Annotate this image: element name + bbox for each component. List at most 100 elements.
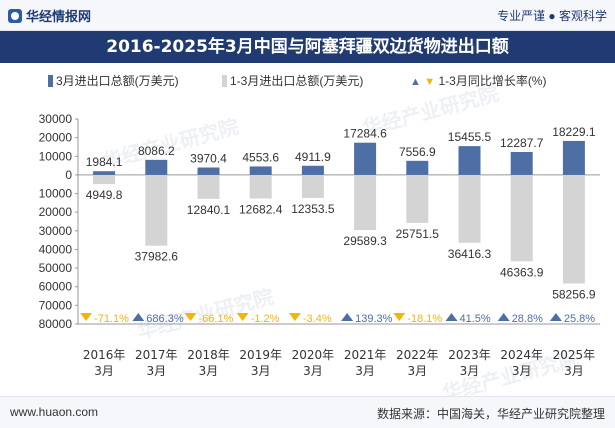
monthly-value-label: 18229.1 bbox=[552, 125, 596, 139]
growth-rate-label: -66.1% bbox=[199, 313, 234, 325]
legend-label-monthly: 3月进出口总额(万美元) bbox=[56, 74, 179, 88]
legend-swatch-cumulative bbox=[222, 75, 227, 87]
growth-up-marker bbox=[497, 313, 510, 321]
y-tick-label: 30000 bbox=[39, 112, 73, 126]
x-tick-label-line: 3月 bbox=[407, 364, 427, 378]
growth-down-marker bbox=[80, 313, 93, 321]
x-tick-label-line: 3月 bbox=[94, 364, 114, 378]
x-tick-label-line: 2017年 bbox=[135, 348, 178, 362]
y-tick-label: 40000 bbox=[39, 242, 73, 256]
growth-up-marker bbox=[445, 313, 458, 321]
cumulative-bar bbox=[510, 174, 533, 262]
growth-up-marker bbox=[549, 313, 562, 321]
x-tick-label: 2019年 3月 bbox=[239, 348, 282, 378]
monthly-value-label: 4911.9 bbox=[295, 150, 331, 164]
data-source: 数据来源：中国海关，华经产业研究院整理 bbox=[376, 407, 605, 421]
axis-layer: 30000 20000 10000 0 10000 20000 30000 40000 5000… bbox=[39, 112, 600, 378]
x-tick-label-line: 3月 bbox=[564, 364, 584, 378]
cumulative-value-label: 29589.3 bbox=[343, 234, 387, 248]
y-tick-label: 50000 bbox=[39, 261, 73, 275]
monthly-bar bbox=[93, 171, 116, 175]
cumulative-bar bbox=[458, 174, 481, 243]
growth-up-marker bbox=[341, 313, 354, 321]
monthly-value-label: 3970.4 bbox=[190, 152, 227, 166]
x-tick-label: 2022年 3月 bbox=[396, 348, 439, 378]
x-tick-label: 2023年 3月 bbox=[448, 348, 491, 378]
y-tick-label: 70000 bbox=[39, 298, 73, 312]
x-tick-label-line: 3月 bbox=[355, 364, 375, 378]
x-tick-label: 2020年 3月 bbox=[292, 348, 335, 378]
cumulative-value-label: 25751.5 bbox=[396, 227, 440, 241]
legend-item-cumulative: 1-3月进出口总额(万美元) bbox=[222, 72, 363, 89]
cumulative-bar bbox=[145, 174, 168, 246]
x-tick-label: 2018年 3月 bbox=[187, 348, 230, 378]
x-tick-label-line: 3月 bbox=[512, 364, 532, 378]
monthly-bar bbox=[249, 166, 272, 175]
growth-rate-label: 41.5% bbox=[460, 313, 491, 325]
cumulative-bar bbox=[406, 174, 429, 223]
monthly-value-label: 12287.7 bbox=[500, 136, 544, 150]
brand-name: 华经情报网 bbox=[26, 9, 92, 24]
chart-plot: 30000 20000 10000 0 10000 20000 30000 40000 5000… bbox=[39, 112, 600, 378]
footer: www.huaon.com 数据来源：中国海关，华经产业研究院整理 bbox=[0, 396, 615, 428]
monthly-value-label: 8086.2 bbox=[138, 144, 175, 158]
triangle-up-icon: ▲ bbox=[410, 76, 421, 88]
title-bar: 2016-2025年3月中国与阿塞拜疆双边货物进出口额 bbox=[0, 31, 615, 63]
x-tick-label: 2017年 3月 bbox=[135, 348, 178, 378]
x-tick-label: 2025年 3月 bbox=[553, 348, 596, 378]
monthly-value-label: 17284.6 bbox=[343, 127, 387, 141]
cumulative-value-label: 12840.1 bbox=[187, 203, 231, 217]
monthly-bar bbox=[197, 167, 220, 175]
x-tick-label-line: 3月 bbox=[251, 364, 271, 378]
cumulative-value-label: 12353.5 bbox=[291, 202, 335, 216]
monthly-bar bbox=[510, 152, 533, 175]
growth-rate-label: 28.8% bbox=[512, 313, 543, 325]
monthly-bar bbox=[458, 146, 481, 175]
monthly-bar bbox=[354, 142, 377, 175]
x-tick-label-line: 2018年 bbox=[187, 348, 230, 362]
monthly-bar bbox=[301, 165, 324, 175]
site-url[interactable]: www.huaon.com bbox=[10, 405, 99, 419]
top-bar: 华经情报网 专业严谨 ● 客观科学 bbox=[0, 0, 615, 31]
y-tick-label: 20000 bbox=[39, 205, 73, 219]
cumulative-value-label: 36416.3 bbox=[448, 247, 492, 261]
x-tick-label-line: 2019年 bbox=[239, 348, 282, 362]
y-tick-label: 60000 bbox=[39, 280, 73, 294]
bar-layer bbox=[93, 140, 585, 284]
y-tick-label: 0 bbox=[65, 168, 72, 182]
y-tick-label: 20000 bbox=[39, 131, 73, 145]
growth-down-marker bbox=[236, 313, 249, 321]
growth-down-marker bbox=[184, 313, 197, 321]
growth-rate-label: 686.3% bbox=[146, 313, 184, 325]
legend-label-growth: 1-3月同比增长率(%) bbox=[438, 74, 547, 88]
legend-swatch-monthly bbox=[48, 75, 53, 87]
triangle-down-icon: ▼ bbox=[424, 76, 436, 88]
monthly-value-label: 7556.9 bbox=[399, 145, 436, 159]
cumulative-value-label: 58256.9 bbox=[552, 287, 596, 301]
x-tick-label-line: 3月 bbox=[303, 364, 323, 378]
monthly-bar bbox=[562, 140, 585, 175]
growth-rate-label: 139.3% bbox=[355, 313, 393, 325]
cumulative-bar bbox=[354, 174, 377, 231]
growth-rate-label: -71.1% bbox=[94, 313, 129, 325]
y-tick-label: 80000 bbox=[39, 317, 73, 331]
x-tick-label-line: 2020年 bbox=[292, 348, 335, 362]
growth-rate-label: -18.1% bbox=[407, 313, 442, 325]
brand[interactable]: 华经情报网 bbox=[8, 6, 91, 25]
brand-logo-icon bbox=[8, 9, 22, 23]
monthly-bar bbox=[406, 160, 429, 175]
monthly-value-label: 15455.5 bbox=[448, 130, 492, 144]
x-tick-label: 2024年 3月 bbox=[500, 348, 543, 378]
tagline: 专业严谨 ● 客观科学 bbox=[497, 9, 607, 23]
cumulative-bar bbox=[301, 174, 324, 198]
cumulative-bar bbox=[197, 174, 220, 199]
monthly-bar bbox=[145, 159, 168, 175]
cumulative-value-label: 12682.4 bbox=[239, 203, 283, 217]
growth-rate-label: 25.8% bbox=[564, 313, 595, 325]
x-tick-label-line: 2025年 bbox=[553, 348, 596, 362]
label-layer: 1984.1 4949.8 -71.1% 8086.2 37982.6 686.3% 397… bbox=[80, 125, 596, 325]
growth-up-marker bbox=[132, 313, 145, 321]
x-tick-label-line: 3月 bbox=[460, 364, 480, 378]
cumulative-value-label: 4949.8 bbox=[86, 188, 123, 202]
